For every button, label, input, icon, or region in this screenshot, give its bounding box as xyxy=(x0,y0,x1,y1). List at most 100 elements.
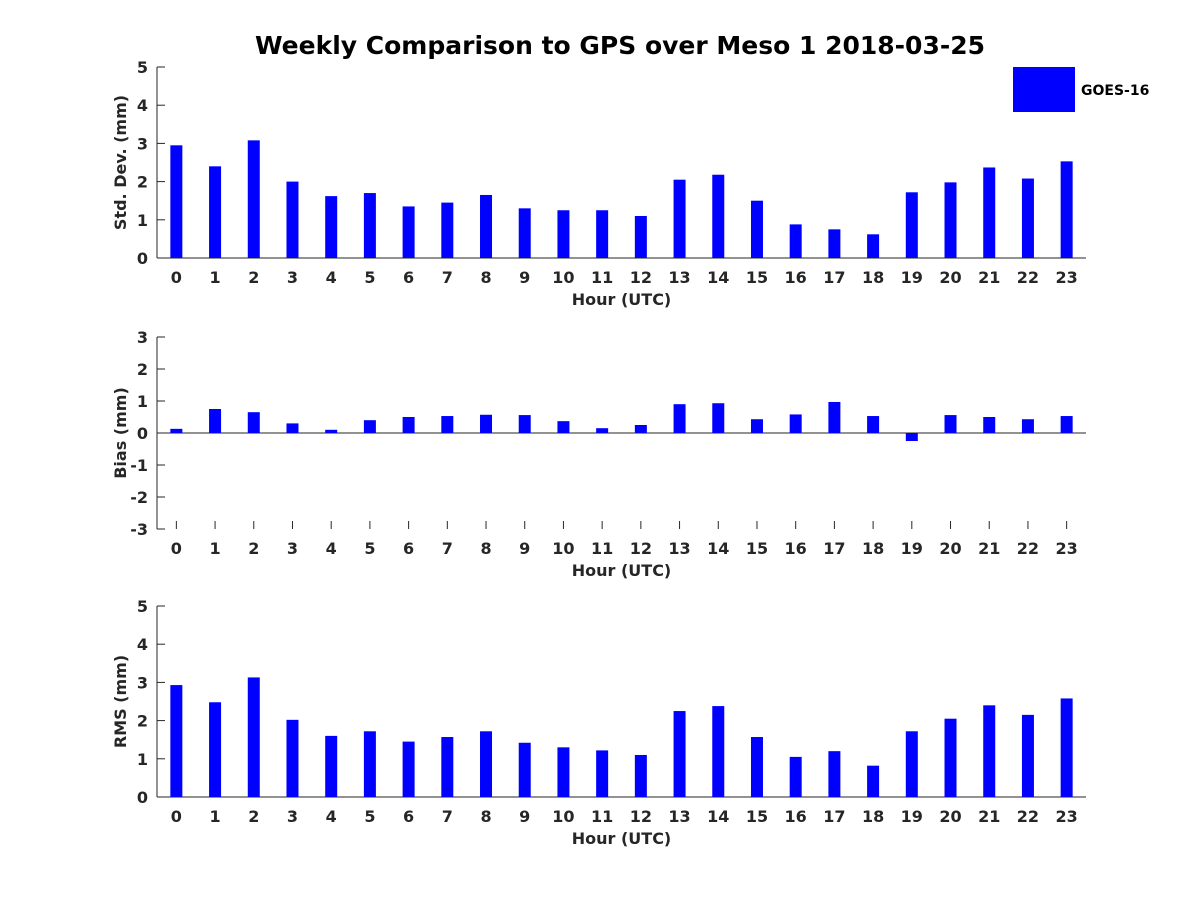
y-tick-label: 0 xyxy=(137,249,148,268)
bar-hour-10 xyxy=(557,210,570,258)
x-tick-label: 3 xyxy=(287,539,298,558)
bar-hour-6 xyxy=(402,206,415,258)
x-tick-label: 21 xyxy=(978,268,1000,287)
x-tick-label: 5 xyxy=(364,807,375,826)
bar-hour-21 xyxy=(983,417,996,433)
y-axis-label: Std. Dev. (mm) xyxy=(111,95,130,230)
x-tick-label: 16 xyxy=(785,807,807,826)
bar-hour-8 xyxy=(480,414,493,433)
bar-hour-17 xyxy=(828,401,841,433)
x-tick-label: 21 xyxy=(978,539,1000,558)
x-axis-label: Hour (UTC) xyxy=(572,561,672,580)
bar-hour-5 xyxy=(363,420,376,433)
bar-hour-7 xyxy=(441,202,454,258)
x-tick-label: 14 xyxy=(707,268,729,287)
bar-hour-17 xyxy=(828,229,841,258)
x-tick-label: 10 xyxy=(552,807,574,826)
y-tick-label: 0 xyxy=(137,788,148,807)
bar-hour-13 xyxy=(673,404,686,433)
x-tick-label: 6 xyxy=(403,268,414,287)
x-tick-label: 10 xyxy=(552,268,574,287)
x-tick-label: 11 xyxy=(591,268,613,287)
x-tick-label: 12 xyxy=(630,539,652,558)
bar-hour-19 xyxy=(905,731,918,797)
legend-swatch-goes-16 xyxy=(1013,67,1075,112)
bar-hour-11 xyxy=(596,428,609,433)
y-tick-label: 3 xyxy=(137,328,148,347)
bar-hour-23 xyxy=(1060,161,1073,258)
bar-hour-13 xyxy=(673,179,686,258)
bar-hour-18 xyxy=(867,416,880,433)
bar-hour-21 xyxy=(983,167,996,258)
bar-hour-19 xyxy=(905,192,918,258)
x-axis-label: Hour (UTC) xyxy=(572,829,672,848)
bar-hour-8 xyxy=(480,731,493,797)
bar-hour-20 xyxy=(944,415,957,433)
x-tick-label: 7 xyxy=(442,539,453,558)
bar-hour-1 xyxy=(209,409,222,433)
x-tick-label: 15 xyxy=(746,807,768,826)
x-tick-label: 4 xyxy=(326,807,337,826)
bar-hour-7 xyxy=(441,416,454,433)
y-tick-label: 2 xyxy=(137,712,148,731)
y-axis-label: RMS (mm) xyxy=(111,655,130,748)
bar-hour-5 xyxy=(363,193,376,258)
y-tick-label: 2 xyxy=(137,360,148,379)
x-tick-label: 2 xyxy=(248,807,259,826)
bar-hour-6 xyxy=(402,417,415,433)
x-tick-label: 2 xyxy=(248,539,259,558)
x-tick-label: 19 xyxy=(901,539,923,558)
bar-hour-17 xyxy=(828,751,841,797)
bar-hour-23 xyxy=(1060,416,1073,433)
x-tick-label: 9 xyxy=(519,539,530,558)
y-tick-label: 2 xyxy=(137,173,148,192)
bar-hour-16 xyxy=(789,756,802,797)
bar-hour-12 xyxy=(634,215,647,258)
bar-hour-20 xyxy=(944,182,957,258)
bar-hour-10 xyxy=(557,747,570,797)
x-tick-label: 19 xyxy=(901,807,923,826)
bar-hour-14 xyxy=(712,174,725,258)
y-tick-label: 3 xyxy=(137,134,148,153)
x-tick-label: 14 xyxy=(707,539,729,558)
x-tick-label: 5 xyxy=(364,539,375,558)
x-tick-label: 0 xyxy=(171,807,182,826)
x-tick-label: 5 xyxy=(364,268,375,287)
bar-hour-22 xyxy=(1021,178,1034,258)
y-tick-label: 5 xyxy=(137,58,148,77)
x-tick-label: 6 xyxy=(403,807,414,826)
bar-hour-2 xyxy=(247,140,260,258)
y-tick-label: 3 xyxy=(137,673,148,692)
x-tick-label: 19 xyxy=(901,268,923,287)
bar-hour-14 xyxy=(712,403,725,433)
bar-hour-16 xyxy=(789,414,802,433)
y-tick-label: -2 xyxy=(130,488,148,507)
bar-hour-15 xyxy=(750,200,763,258)
x-tick-label: 16 xyxy=(785,268,807,287)
bar-hour-0 xyxy=(170,145,183,258)
bar-hour-3 xyxy=(286,719,299,797)
bar-hour-18 xyxy=(867,234,880,258)
x-tick-label: 11 xyxy=(591,539,613,558)
x-tick-label: 17 xyxy=(823,268,845,287)
bar-hour-12 xyxy=(634,425,647,433)
y-tick-label: 1 xyxy=(137,750,148,769)
chart-title: Weekly Comparison to GPS over Meso 1 201… xyxy=(255,31,985,60)
x-tick-label: 8 xyxy=(480,539,491,558)
legend: GOES-16 xyxy=(1013,67,1149,112)
x-tick-label: 21 xyxy=(978,807,1000,826)
x-tick-label: 12 xyxy=(630,268,652,287)
bar-hour-22 xyxy=(1021,714,1034,797)
bar-hour-11 xyxy=(596,750,609,797)
x-tick-label: 23 xyxy=(1056,807,1078,826)
bar-hour-4 xyxy=(325,429,338,433)
x-tick-label: 4 xyxy=(326,268,337,287)
x-tick-label: 18 xyxy=(862,807,884,826)
x-tick-label: 7 xyxy=(442,268,453,287)
x-tick-label: 22 xyxy=(1017,807,1039,826)
x-tick-label: 8 xyxy=(480,807,491,826)
bar-hour-18 xyxy=(867,765,880,797)
x-tick-label: 23 xyxy=(1056,539,1078,558)
